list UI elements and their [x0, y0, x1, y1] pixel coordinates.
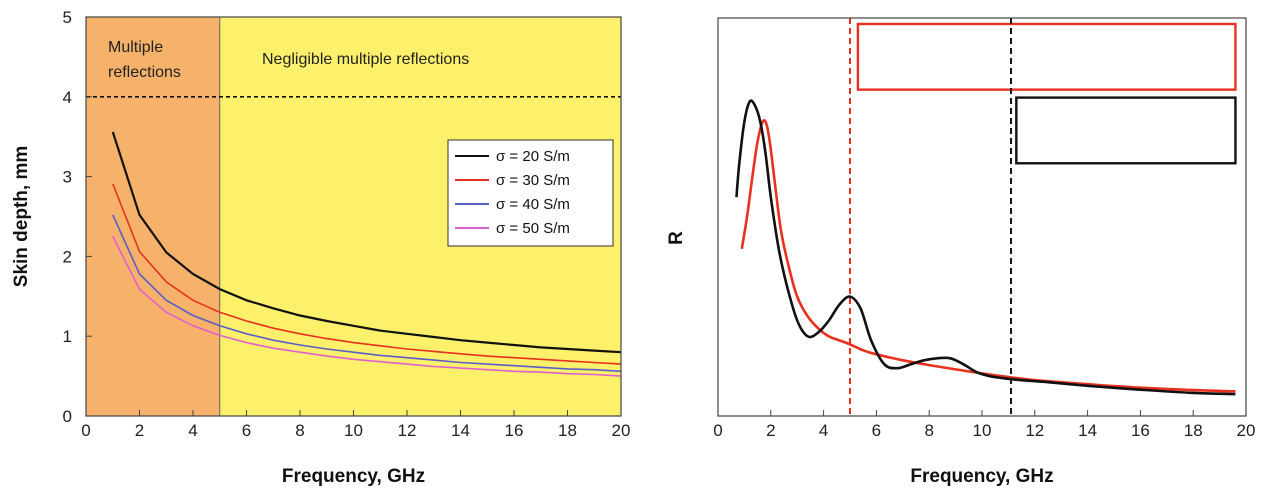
y-tick-label: 4	[63, 88, 72, 107]
right-x-ticks: 0 2 4 6 8 10 12 14 16 18 20	[713, 410, 1255, 440]
series-line-sigma-20	[111, 131, 622, 354]
legend-label: σ = 20 S/m	[496, 148, 570, 165]
x-tick-label: 6	[872, 421, 881, 440]
left-y-ticks: 0 1 2 3 4 5	[63, 8, 92, 426]
left-y-axis-title: Skin depth, mm	[11, 146, 32, 287]
series-line-sigma-30	[112, 183, 622, 365]
right-y-axis-title: R	[666, 231, 687, 245]
x-tick-label: 10	[344, 421, 363, 440]
series-line-sigma-40	[112, 214, 622, 373]
right-chart: 0 2 4 6 8 10 12 14 16 18 20 Frequency, GHz R	[666, 17, 1255, 487]
legend-box	[447, 139, 614, 247]
x-tick-label: 12	[1025, 421, 1044, 440]
legend-label: σ = 30 S/m	[496, 172, 570, 189]
x-tick-label: 20	[612, 421, 631, 440]
right-vertical-lines	[849, 18, 1013, 416]
red-reflection-curve	[740, 119, 1236, 393]
left-x-axis-title: Frequency, GHz	[282, 466, 425, 487]
legend-label: σ = 40 S/m	[496, 196, 570, 213]
black-annotation-box	[1015, 96, 1237, 165]
y-tick-label: 5	[63, 8, 72, 27]
x-tick-label: 8	[924, 421, 933, 440]
x-tick-label: 6	[242, 421, 251, 440]
x-tick-label: 12	[398, 421, 417, 440]
x-tick-label: 2	[135, 421, 144, 440]
x-tick-label: 18	[1184, 421, 1203, 440]
region-label-multiple-line2: reflections	[108, 64, 181, 81]
left-legend: σ = 20 S/m σ = 30 S/m σ = 40 S/m σ = 50 S/m	[447, 139, 614, 247]
x-tick-label: 0	[713, 421, 722, 440]
red-annotation-box	[856, 22, 1237, 91]
y-tick-label: 0	[63, 407, 72, 426]
left-series-group	[111, 131, 622, 377]
x-tick-label: 16	[1131, 421, 1150, 440]
region-multiple-reflections	[86, 17, 220, 416]
y-tick-label: 3	[63, 168, 72, 187]
x-tick-label: 14	[451, 421, 470, 440]
x-tick-label: 14	[1078, 421, 1097, 440]
black-reflection-curve	[735, 99, 1236, 396]
left-x-ticks: 0 2 4 6 8 10 12 14 16 18 20	[81, 410, 630, 440]
right-x-axis-title: Frequency, GHz	[910, 466, 1053, 487]
legend-label: σ = 50 S/m	[496, 220, 570, 237]
x-tick-label: 8	[295, 421, 304, 440]
x-tick-label: 4	[819, 421, 828, 440]
right-plot-frame	[717, 17, 1247, 417]
x-tick-label: 0	[81, 421, 90, 440]
x-tick-label: 18	[558, 421, 577, 440]
x-tick-label: 4	[188, 421, 197, 440]
region-label-multiple-line1: Multiple	[108, 39, 163, 56]
series-line-sigma-50	[112, 236, 622, 377]
x-tick-label: 16	[505, 421, 524, 440]
right-series-group	[735, 99, 1236, 396]
region-label-negligible: Negligible multiple reflections	[262, 51, 469, 68]
x-tick-label: 10	[973, 421, 992, 440]
x-tick-label: 2	[766, 421, 775, 440]
right-annotation-boxes	[856, 22, 1237, 165]
x-tick-label: 20	[1237, 421, 1256, 440]
y-tick-label: 1	[63, 327, 72, 346]
y-tick-label: 2	[63, 247, 72, 266]
